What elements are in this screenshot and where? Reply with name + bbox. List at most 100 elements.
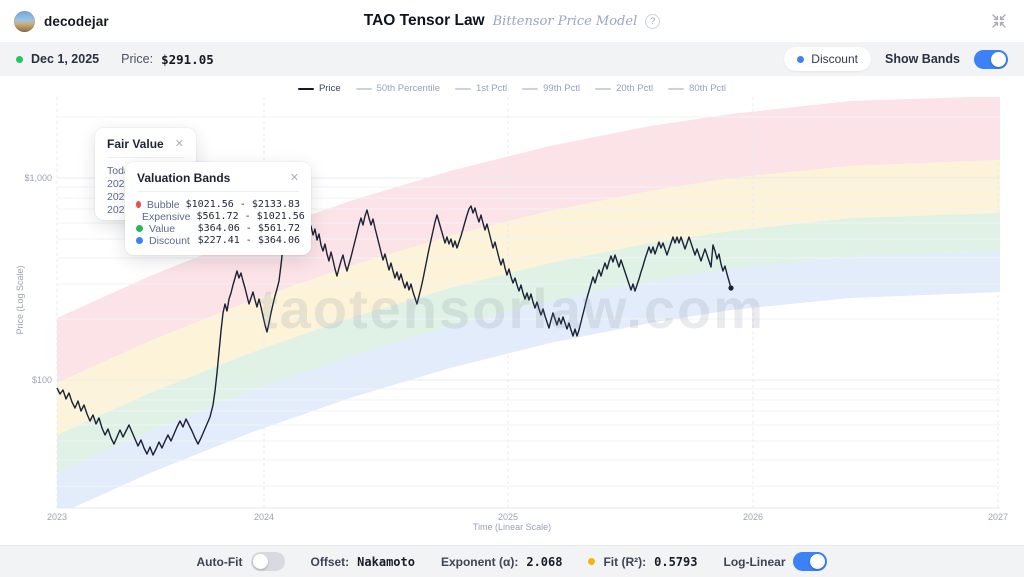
valuation-band-discount	[57, 251, 1000, 508]
toggle-knob	[252, 554, 268, 569]
price-end-dot	[728, 285, 734, 291]
valuation-band-row-bubble: Bubble $1021.56 - $2133.83	[136, 198, 300, 211]
legend-swatch	[522, 87, 539, 90]
log-linear-toggle[interactable]	[793, 552, 828, 571]
status-dot	[16, 55, 23, 63]
legend-item-50th-percentile[interactable]: 50th Percentile	[355, 83, 440, 94]
valuation-band-bubble	[57, 97, 1000, 383]
valuation-bands-header: Valuation Bands ✕	[125, 162, 311, 191]
band-dot	[136, 201, 141, 208]
price-label: Price:	[121, 52, 154, 66]
valuation-band-row-expensive: Expensive $561.72 - $1021.56	[136, 210, 305, 223]
valuation-band-row-discount: Discount $227.41 - $364.06	[136, 234, 300, 247]
discount-badge-label: Discount	[811, 52, 858, 66]
legend-item-99th-pctl[interactable]: 99th Pctl	[522, 83, 580, 94]
fit-dot	[588, 558, 596, 565]
fair-value-row: 2027	[107, 191, 131, 203]
x-tick-2026: 2026	[742, 512, 764, 522]
legend-swatch	[595, 87, 612, 90]
log-linear-label: Log-Linear	[723, 554, 786, 569]
legend-swatch	[668, 87, 685, 90]
show-bands-label: Show Bands	[884, 52, 960, 66]
exponent-control[interactable]: Exponent (α): 2.068	[441, 555, 563, 569]
fair-value-row: 2028	[107, 204, 131, 216]
fair-value-header: Fair Value ✕	[95, 128, 196, 157]
divider	[107, 157, 184, 158]
offset-label: Offset:	[310, 554, 350, 569]
header: decodejar TAO Tensor Law Bittensor Price…	[0, 0, 1024, 42]
x-axis-title: Time (Linear Scale)	[472, 522, 552, 532]
legend-item-20th-pctl[interactable]: 20th Pctl	[595, 83, 653, 94]
legend-label: 1st Pctl	[475, 83, 508, 94]
log-linear-control: Log-Linear	[723, 552, 828, 571]
toggle-knob	[810, 554, 826, 569]
band-range: $561.72 - $1021.56	[196, 211, 305, 222]
offset-value: Nakamoto	[357, 554, 415, 569]
brand[interactable]: decodejar	[0, 10, 109, 32]
page-subtitle: Bittensor Price Model	[492, 13, 638, 29]
legend-swatch	[454, 87, 471, 90]
legend-label: 80th Pctl	[689, 83, 727, 94]
toggle-knob	[991, 51, 1006, 67]
discount-badge-dot	[797, 55, 805, 63]
band-label: Discount	[149, 234, 190, 247]
legend-swatch	[355, 87, 372, 90]
band-range: $227.41 - $364.06	[197, 235, 300, 246]
y-axis-title: Price (Log Scale)	[15, 265, 25, 335]
page-title: TAO Tensor Law	[363, 12, 485, 29]
fit-label: Fit (R²):	[603, 554, 647, 569]
x-tick-2025: 2025	[497, 512, 519, 522]
auto-fit-toggle[interactable]	[250, 552, 285, 571]
x-tick-2023: 2023	[46, 512, 68, 522]
status-right: Discount Show Bands	[784, 47, 1008, 71]
legend-item-price[interactable]: Price	[297, 83, 341, 94]
band-dot	[136, 225, 143, 232]
valuation-bands-rows: Bubble $1021.56 - $2133.83 Expensive $561.7…	[125, 192, 311, 247]
legend-item-1st-pctl[interactable]: 1st Pctl	[454, 83, 508, 94]
price-chart	[56, 97, 1000, 509]
legend-item-80th-pctl[interactable]: 80th Pctl	[668, 83, 726, 94]
valuation-band-row-value: Value $364.06 - $561.72	[136, 222, 300, 235]
status-bar: Dec 1, 2025 Price: $291.05 Discount Show…	[0, 42, 1024, 76]
fair-value-close-icon[interactable]: ✕	[174, 137, 184, 150]
fit-value: 0.5793	[654, 554, 698, 569]
y-tick-1000: $1,000	[24, 173, 52, 183]
fit-indicator: Fit (R²): 0.5793	[588, 555, 697, 569]
exponent-value: 2.068	[526, 554, 563, 569]
exponent-label: Exponent (α):	[440, 554, 519, 569]
fair-value-title: Fair Value	[107, 137, 164, 151]
x-tick-2024: 2024	[253, 512, 275, 522]
show-bands-toggle[interactable]	[974, 49, 1008, 69]
fair-value-row: 2026	[107, 178, 131, 190]
valuation-bands-close-icon[interactable]: ✕	[289, 171, 299, 184]
auto-fit-control: Auto-Fit	[197, 552, 285, 571]
legend-label: 50th Percentile	[376, 83, 440, 94]
band-range: $1021.56 - $2133.83	[185, 199, 300, 210]
price-line	[56, 203, 732, 456]
footer-controls: Auto-Fit Offset: Nakamoto Exponent (α): …	[0, 545, 1024, 577]
band-label: Value	[149, 222, 176, 235]
legend-swatch	[297, 87, 314, 90]
brand-name: decodejar	[44, 13, 109, 29]
valuation-bands-title: Valuation Bands	[137, 171, 231, 185]
price-value: $291.05	[161, 51, 214, 67]
decodejar-avatar	[14, 10, 35, 32]
valuation-bands-tooltip: Valuation Bands ✕ Bubble $1021.56 - $2133…	[125, 162, 311, 255]
discount-badge[interactable]: Discount	[784, 47, 871, 71]
collapse-icon[interactable]	[990, 12, 1008, 30]
band-label: Bubble	[146, 198, 180, 211]
auto-fit-label: Auto-Fit	[196, 554, 243, 569]
offset-control[interactable]: Offset: Nakamoto	[311, 555, 415, 569]
help-icon[interactable]: ?	[645, 13, 661, 29]
band-label: Expensive	[142, 210, 191, 223]
band-dot	[136, 237, 143, 244]
y-tick-100: $100	[31, 375, 52, 385]
chart-legend: Price 50th Percentile 1st Pctl 99th Pctl 20t…	[0, 83, 1024, 94]
band-range: $364.06 - $561.72	[197, 223, 300, 234]
status-date: Dec 1, 2025	[31, 52, 100, 66]
x-tick-2027: 2027	[987, 512, 1009, 522]
legend-label: Price	[318, 83, 341, 94]
legend-label: 20th Pctl	[616, 83, 654, 94]
